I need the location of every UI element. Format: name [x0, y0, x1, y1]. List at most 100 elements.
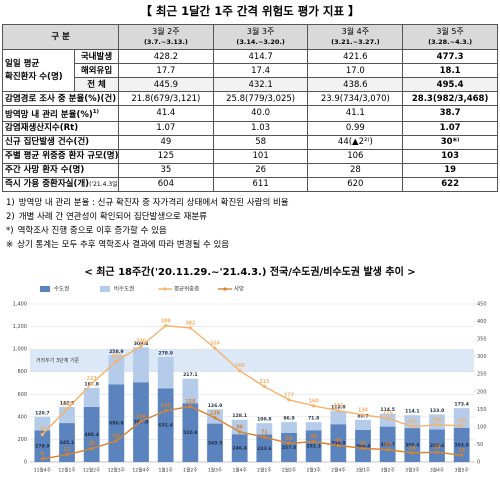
line-value-label: 116	[136, 414, 147, 420]
chart: < 최근 18주간('20.11.29.~'21.4.3.) 전국/수도권/비수…	[13, 265, 487, 474]
line-value-label: 223	[87, 376, 97, 382]
bar-value-label: 258.9	[109, 349, 124, 355]
bar-value-label: 313.7	[380, 442, 395, 448]
line-marker	[262, 435, 266, 439]
bar	[34, 416, 51, 431]
line-value-label: 146	[161, 403, 172, 409]
cell: 30*⁾	[402, 134, 498, 150]
legend-swatch	[40, 286, 50, 292]
y2-tick-label: 200	[477, 389, 487, 395]
y-tick-label: 1,400	[13, 302, 27, 308]
cell: 125	[118, 148, 214, 164]
cell: 0.99	[307, 120, 404, 136]
y-tick-label: 600	[17, 392, 27, 398]
cell: 438.6	[307, 77, 404, 92]
bar-value-label: 284.4	[356, 443, 371, 449]
group-label: 일일 평균 확진환자 수(명)	[2, 49, 75, 92]
line-value-label: 287	[111, 354, 121, 360]
week-label: 3월 4주	[341, 27, 370, 36]
bar-value-label: 281.3	[306, 444, 321, 450]
cell: 1.03	[212, 120, 309, 136]
line-value-label: 103	[457, 418, 467, 424]
bar-value-label: 126.0	[208, 403, 223, 409]
line-marker	[361, 446, 365, 450]
x-tick-label: 1월1주	[159, 467, 173, 474]
bar	[429, 429, 445, 462]
legend-swatch	[223, 287, 227, 291]
y2-tick-label: 400	[477, 319, 487, 325]
line-marker	[361, 413, 365, 417]
cell: 38.7	[402, 105, 498, 122]
line-marker	[65, 407, 69, 411]
bar-value-label: 120.7	[35, 410, 50, 416]
bar	[157, 357, 174, 389]
bar-value-label: 278.9	[158, 351, 173, 357]
line-marker	[139, 419, 143, 423]
x-tick-label: 3월2주	[381, 467, 395, 474]
bar	[355, 419, 371, 430]
y-tick-label: 400	[17, 414, 27, 420]
cell: 622	[402, 176, 498, 192]
line	[41, 325, 462, 436]
corner-cell: 구 분	[1, 24, 120, 50]
x-tick-label: 12월2주	[83, 467, 100, 474]
cell: 103	[402, 148, 498, 164]
line-value-label: 26	[409, 445, 416, 451]
line-value-label: 86	[236, 424, 243, 430]
line-value-label: 388	[161, 318, 172, 324]
line-marker	[386, 448, 390, 452]
cell: 101	[212, 148, 309, 164]
note-mark: ※	[6, 240, 14, 250]
chart-title: < 최근 18주간('20.11.29.~'21.4.3.) 전국/수도권/비수…	[84, 265, 415, 278]
cell: 41.4	[118, 105, 214, 122]
bar-value-label: 257.0	[282, 445, 297, 451]
bar-value-label: 308.4	[134, 341, 149, 347]
line-marker	[90, 447, 94, 451]
line-marker	[40, 433, 44, 437]
bar	[108, 355, 125, 385]
sub-label: 전 체	[73, 77, 120, 92]
line-value-label: 126	[210, 410, 221, 416]
line-marker	[336, 443, 340, 448]
x-tick-label: 3월5주	[455, 467, 469, 474]
bar	[133, 347, 149, 383]
y2-tick-label: 150	[477, 407, 487, 413]
bar	[355, 429, 371, 462]
bar-value-label: 114.5	[380, 407, 395, 413]
line	[42, 405, 462, 460]
bar	[379, 426, 396, 462]
x-tick-label: 1월2주	[183, 467, 197, 474]
cell: 19	[402, 162, 498, 178]
bar-value-label: 651.4	[158, 423, 173, 429]
line-value-label: 35	[384, 442, 391, 448]
x-tick-label: 2월2주	[282, 467, 296, 474]
bar	[59, 406, 75, 424]
data-row: 전 체 445.9 432.1 438.6 495.4	[3, 77, 498, 92]
bar-value-label: 118.0	[331, 404, 346, 410]
line-marker	[188, 404, 192, 409]
cell: 28.3(982/3,468)	[402, 91, 498, 106]
bar-value-label: 128.1	[232, 413, 247, 419]
legend-label: 사망	[234, 285, 244, 293]
cell: 26	[212, 162, 309, 178]
band-label: 거리두기 3단계 기준	[36, 357, 80, 364]
data-row: 감염재생산지수(Rt) 1.07 1.03 0.99 1.07	[1, 120, 498, 136]
bar-value-label: 133.0	[430, 408, 445, 414]
line-value-label: 78	[39, 427, 46, 433]
cell: 1.07	[402, 120, 498, 136]
note-text: 개별 사례 간 연관성이 확인되어 집단발생으로 재분류	[18, 212, 207, 222]
y2-tick-label: 300	[477, 354, 487, 360]
data-row: 주간 사망 환자 수(명) 35 26 28 19	[1, 162, 498, 178]
data-row: 일일 평균 확진환자 수(명) 국내발생 428.2 414.7 421.6 477.3	[2, 49, 498, 92]
bar	[34, 430, 51, 462]
bar-value-label: 288.6	[430, 443, 445, 449]
y-tick-label: 1,200	[13, 324, 27, 330]
bar	[305, 430, 322, 462]
line-value-label: 158	[185, 399, 196, 405]
bar-value-label: 279.9	[35, 444, 50, 450]
cell: 17.7	[118, 63, 214, 78]
notes: 1) 방역망 내 관리 분율 : 신규 확진자 중 자가격리 상태에서 확진된 사…	[6, 196, 496, 252]
y-tick-label: 800	[17, 369, 27, 375]
row-label-text: 주간 사망 환자 수(명)	[5, 165, 85, 176]
